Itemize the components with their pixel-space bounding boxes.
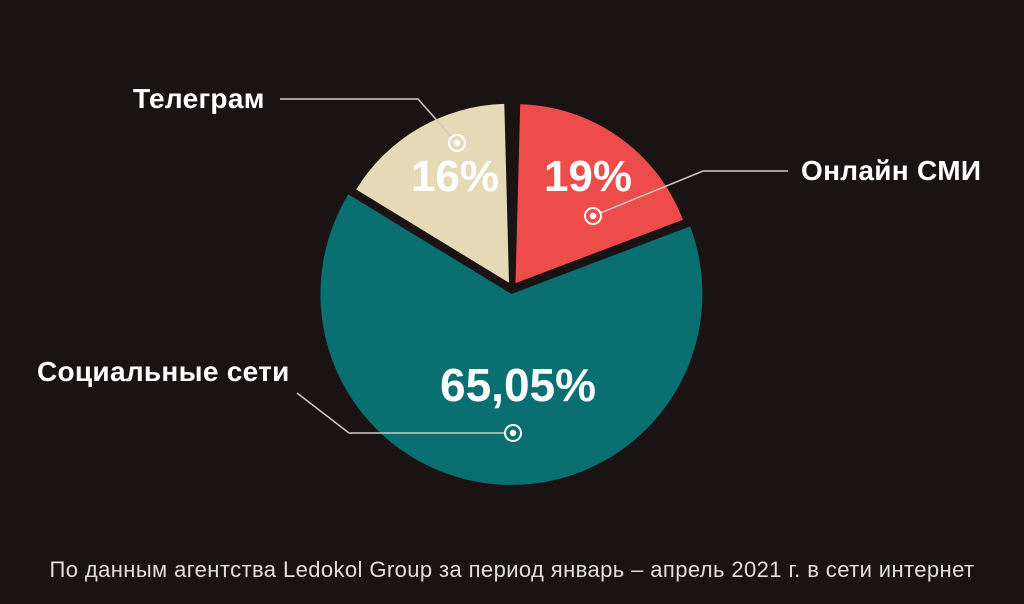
slice-value-social-networks: 65,05% [439, 359, 597, 411]
callout-line-telegram [280, 98, 458, 144]
slice-value-telegram: 16% [410, 152, 500, 201]
pie-slice-telegram [356, 103, 509, 283]
callout-line-social-networks [296, 392, 513, 434]
callout-marker-online-smi [584, 207, 602, 225]
callout-marker-social-networks [504, 424, 522, 442]
pie-slice-online-smi [515, 104, 683, 284]
source-note: По данным агентства Ledokol Group за пер… [49, 557, 975, 582]
callout-line-online-smi [592, 170, 788, 217]
pie-slice-social-networks [320, 194, 703, 485]
slice-value-online-smi: 19% [543, 152, 633, 201]
slice-label-telegram: Телеграм [133, 83, 265, 114]
callout-marker-telegram [453, 139, 461, 147]
callout-marker-online-smi [589, 212, 597, 220]
callout-marker-social-networks [509, 429, 517, 437]
slice-label-online-smi: Онлайн СМИ [801, 155, 982, 186]
slice-label-social-networks: Социальные сети [37, 356, 290, 387]
callout-marker-telegram [448, 134, 466, 152]
